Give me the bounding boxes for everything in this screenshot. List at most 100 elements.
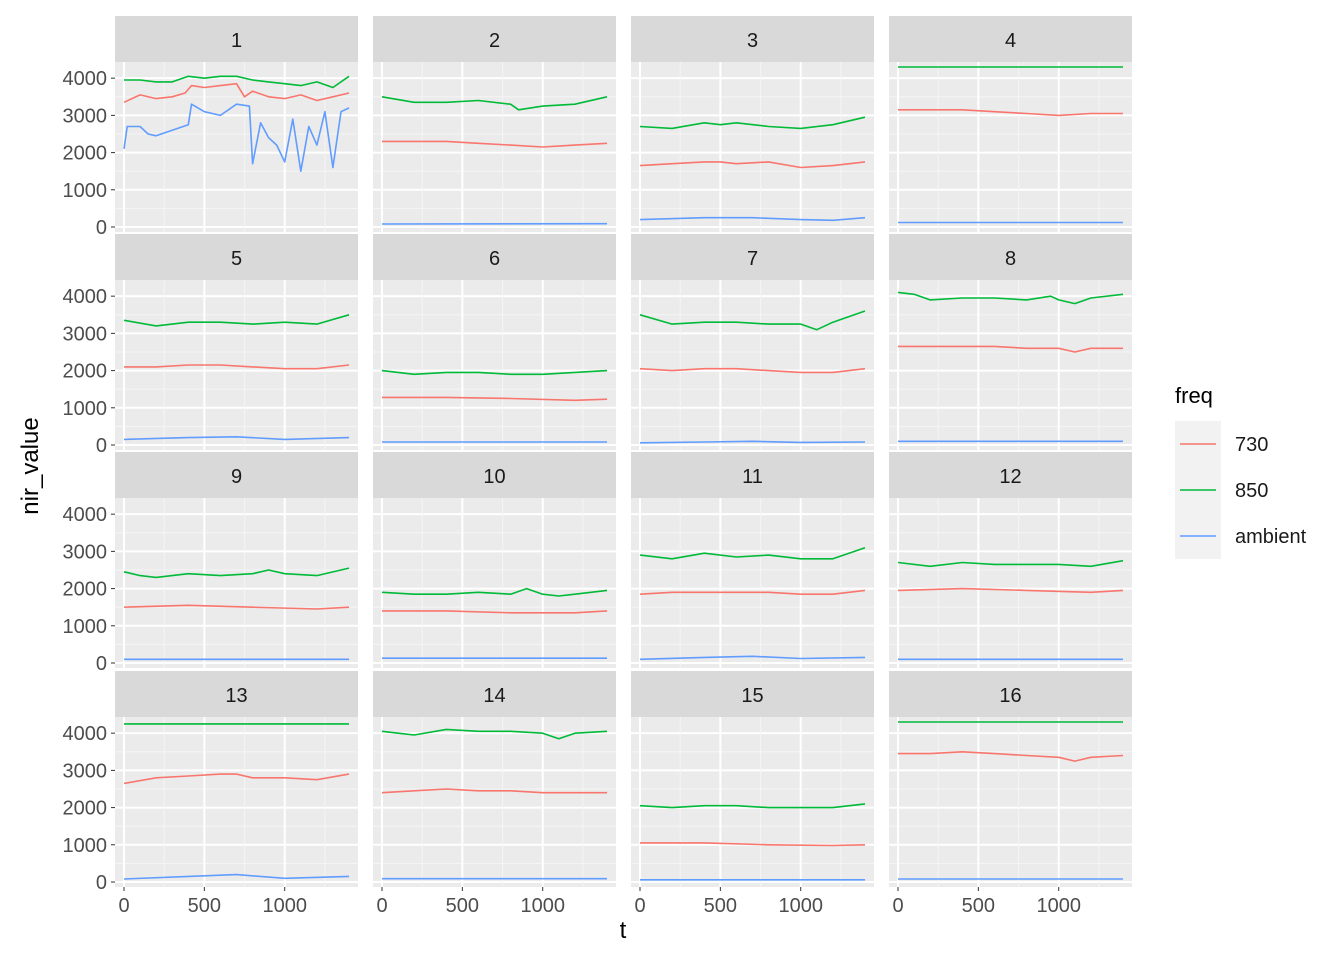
x-tick-label: 1000: [778, 895, 823, 917]
panel-background: [373, 498, 616, 668]
panel-series: [381, 728, 608, 880]
panel-background: [115, 498, 358, 668]
panel-grid: [889, 62, 1132, 232]
y-tick-label: 3000: [63, 323, 108, 345]
series-line-850: [123, 314, 350, 327]
facet-panel-1: 1 0 1000 2000 3000 4000: [63, 16, 358, 239]
legend-label: 850: [1235, 480, 1268, 502]
series-line-730: [123, 773, 350, 785]
panel-grid: [373, 62, 616, 232]
panel-series: [123, 75, 350, 172]
legend-label: ambient: [1235, 526, 1307, 548]
panel-grid: [115, 717, 358, 887]
series-line-730: [640, 842, 866, 847]
y-tick-label: 2000: [63, 361, 108, 383]
y-axis-title: nir_value: [17, 417, 44, 514]
panel-background: [115, 62, 358, 232]
facet-strip-label: 3: [747, 30, 758, 52]
series-line-ambient: [639, 216, 866, 222]
facet-strip: [115, 452, 358, 498]
series-line-850: [639, 803, 866, 809]
panel-grid: [889, 280, 1132, 450]
y-tick-label: 0: [96, 435, 107, 457]
panel-series: [123, 567, 350, 661]
facet-strip-label: 6: [489, 248, 500, 270]
facet-strip-label: 15: [741, 685, 763, 707]
facet-panel-14: 14 0 500 1000: [373, 671, 616, 917]
series-line-850: [124, 75, 350, 89]
panel-grid: [115, 498, 358, 668]
facet-strip-label: 10: [483, 466, 505, 488]
x-tick-label: 500: [446, 895, 479, 917]
panel-series: [123, 723, 350, 880]
series-line-850: [639, 546, 866, 560]
facet-panel-7: 7: [631, 234, 874, 450]
facet-strip-label: 5: [231, 248, 242, 270]
panel-series: [639, 116, 866, 222]
x-tick-label: 500: [704, 895, 737, 917]
facet-panel-6: 6: [373, 234, 616, 450]
facet-strip-label: 2: [489, 30, 500, 52]
facet-strip: [631, 16, 874, 62]
panel-grid: [631, 62, 874, 232]
facet-strip-label: 14: [483, 685, 505, 707]
legend-title: freq: [1175, 383, 1213, 408]
facet-panel-12: 12: [889, 452, 1132, 668]
y-tick-label: 0: [96, 872, 107, 894]
facet-strip-label: 11: [742, 466, 763, 488]
facet-strip-label: 1: [231, 30, 242, 52]
facet-strip: [373, 452, 616, 498]
y-tick-label: 0: [96, 653, 107, 675]
panel-grid: [631, 280, 874, 450]
series-line-730: [124, 364, 350, 370]
y-tick-label: 4000: [63, 286, 108, 308]
facet-panel-2: 2: [373, 16, 616, 232]
series-line-730: [123, 82, 350, 104]
panel-background: [373, 62, 616, 232]
facet-strip-label: 13: [225, 685, 247, 707]
facet-strip: [115, 671, 358, 717]
legend-entry-ambient: ambient: [1175, 513, 1307, 559]
panel-grid: [373, 280, 616, 450]
panel-series: [898, 721, 1124, 880]
series-line-850: [897, 559, 1124, 568]
x-tick-label: 0: [892, 895, 903, 917]
panel-background: [373, 717, 616, 887]
facet-strip: [373, 16, 616, 62]
facet-panel-4: 4: [889, 16, 1132, 232]
x-tick-label: 1000: [520, 895, 565, 917]
facet-strip: [373, 671, 616, 717]
panel-series: [639, 803, 866, 881]
facet-panel-8: 8: [889, 234, 1132, 450]
y-tick-label: 4000: [63, 504, 108, 526]
facet-strip: [631, 452, 874, 498]
facet-panel-9: 9 0 1000 2000 3000 4000: [63, 452, 358, 675]
panel-background: [631, 717, 874, 887]
facet-panel-5: 5 0 1000 2000 3000 4000: [63, 234, 358, 457]
series-line-730: [382, 140, 608, 148]
facet-panel-3: 3: [631, 16, 874, 232]
y-tick-label: 1000: [63, 616, 108, 638]
panel-grid: [373, 498, 616, 668]
y-tick-label: 2000: [63, 579, 108, 601]
facet-panel-15: 15 0 500 1000: [631, 671, 874, 917]
series-line-ambient: [123, 103, 350, 172]
series-line-ambient: [123, 873, 350, 880]
panel-background: [373, 280, 616, 450]
facet-strip: [631, 234, 874, 280]
panel-series: [639, 310, 866, 444]
facet-strip-label: 16: [999, 685, 1021, 707]
facet-panel-11: 11: [631, 452, 874, 668]
facet-strip: [889, 234, 1132, 280]
panel-series: [381, 96, 608, 225]
series-line-850: [381, 369, 608, 376]
facet-strip: [889, 452, 1132, 498]
panel-background: [115, 717, 358, 887]
facet-panel-16: 16 0 500 1000: [889, 671, 1132, 917]
x-tick-label: 500: [188, 895, 221, 917]
series-line-ambient: [639, 655, 866, 661]
x-tick-label: 1000: [1036, 895, 1081, 917]
x-tick-label: 0: [634, 895, 645, 917]
